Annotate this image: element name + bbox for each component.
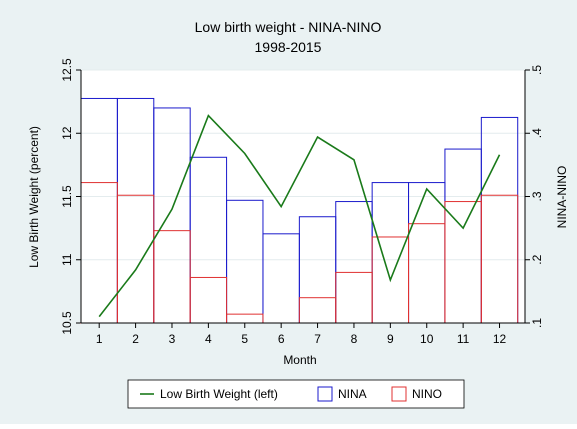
y-tick-label: 10.5	[60, 311, 74, 335]
y2-tick-label: .3	[530, 191, 544, 201]
x-tick-label: 9	[387, 332, 394, 346]
legend-label: Low Birth Weight (left)	[160, 387, 278, 401]
chart-title: Low birth weight - NINA-NINO	[195, 19, 382, 35]
x-tick-label: 3	[169, 332, 176, 346]
y-tick-label: 11.5	[60, 185, 74, 208]
x-tick-label: 5	[241, 332, 248, 346]
x-tick-label: 11	[457, 332, 470, 346]
x-tick-label: 6	[278, 332, 285, 346]
legend-swatch	[317, 386, 333, 402]
y-tick-label: 12.5	[60, 58, 74, 82]
x-tick-label: 7	[314, 332, 321, 346]
y2-tick-label: .2	[530, 254, 544, 264]
x-axis-label: Month	[283, 353, 316, 367]
legend	[127, 379, 465, 409]
x-tick-label: 2	[132, 332, 139, 346]
x-tick-label: 8	[351, 332, 358, 346]
x-tick-label: 12	[493, 332, 507, 346]
legend-label: NINA	[338, 387, 367, 401]
y-tick-label: 11	[60, 253, 74, 266]
y2-tick-label: .1	[530, 318, 544, 328]
x-tick-label: 10	[420, 332, 434, 346]
chart-subtitle: 1998-2015	[255, 39, 322, 55]
y-axis-label: Low Birth Weight (percent)	[27, 126, 41, 268]
y2-tick-label: .4	[530, 128, 544, 138]
x-tick-label: 1	[96, 332, 103, 346]
legend-swatch	[391, 386, 407, 402]
x-tick-label: 4	[205, 332, 212, 346]
y2-axis-label: NINA-NINO	[555, 166, 569, 229]
legend-label: NINO	[412, 387, 442, 401]
y2-tick-label: .5	[530, 65, 544, 75]
y-tick-label: 12	[60, 126, 74, 140]
line	[98, 114, 501, 318]
